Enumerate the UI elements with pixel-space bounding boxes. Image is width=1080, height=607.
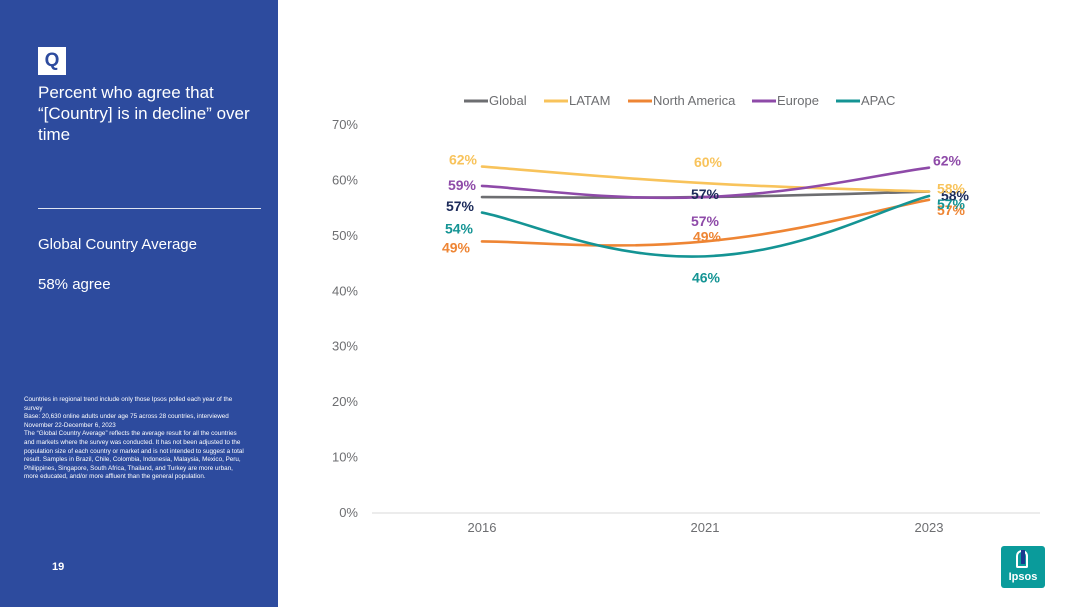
data-label: 57% [937, 202, 966, 218]
data-label: 62% [933, 153, 962, 169]
footnote-line: Countries in regional trend include only… [24, 396, 233, 412]
footnote-line: Base: 20,630 online adults under age 75 … [24, 413, 229, 429]
question-badge: Q [38, 47, 66, 75]
question-text: Percent who agree that “[Country] is in … [38, 83, 250, 144]
data-label: 57% [937, 196, 966, 212]
page-number: 19 [52, 561, 65, 573]
series-line-europe [480, 166, 931, 200]
left-panel: Q Percent who agree that “[Country] is i… [0, 0, 278, 607]
y-tick-label: 0% [339, 505, 358, 520]
data-label: 58% [937, 181, 966, 197]
footnote: Countries in regional trend include only… [24, 396, 246, 482]
data-label: 57% [691, 186, 720, 202]
legend-label: APAC [861, 93, 895, 108]
data-label: 49% [693, 228, 722, 244]
legend-label: North America [653, 93, 736, 108]
logo-mark-icon [1016, 550, 1028, 568]
global-average-label: Global Country Average [38, 236, 197, 253]
data-label: 58% [941, 188, 970, 204]
data-label: 49% [442, 239, 471, 255]
ipsos-logo: Ipsos [1001, 546, 1045, 588]
series-line-latam [480, 165, 931, 193]
y-tick-label: 10% [332, 450, 358, 465]
divider [38, 208, 261, 209]
legend-label: LATAM [569, 93, 610, 108]
y-tick-label: 70% [332, 117, 358, 132]
data-label: 60% [694, 154, 723, 170]
global-average-value: 58% agree [38, 276, 111, 293]
y-tick-label: 30% [332, 339, 358, 354]
footnote-line: The “Global Country Average” reflects th… [24, 430, 244, 481]
line-chart: 0% 10% 20% 30% 40% 50% 60% 70% 2016 2021 2023 Globa… [332, 93, 1040, 535]
data-label: 59% [448, 177, 477, 193]
legend-label: Europe [777, 93, 819, 108]
series-line-north-america [480, 198, 931, 247]
data-label: 46% [692, 269, 721, 285]
series-line-apac [480, 194, 931, 258]
logo-text: Ipsos [1008, 571, 1038, 583]
data-label: 57% [691, 213, 720, 229]
x-tick-label: 2021 [691, 520, 720, 535]
x-tick-label: 2016 [468, 520, 497, 535]
data-label: 62% [449, 152, 478, 168]
x-tick-label: 2023 [915, 520, 944, 535]
y-tick-label: 40% [332, 283, 358, 298]
y-tick-label: 20% [332, 394, 358, 409]
y-tick-label: 50% [332, 228, 358, 243]
data-label: 57% [446, 198, 475, 214]
y-tick-label: 60% [332, 172, 358, 187]
data-label: 54% [445, 221, 474, 237]
legend-label: Global [489, 93, 527, 108]
